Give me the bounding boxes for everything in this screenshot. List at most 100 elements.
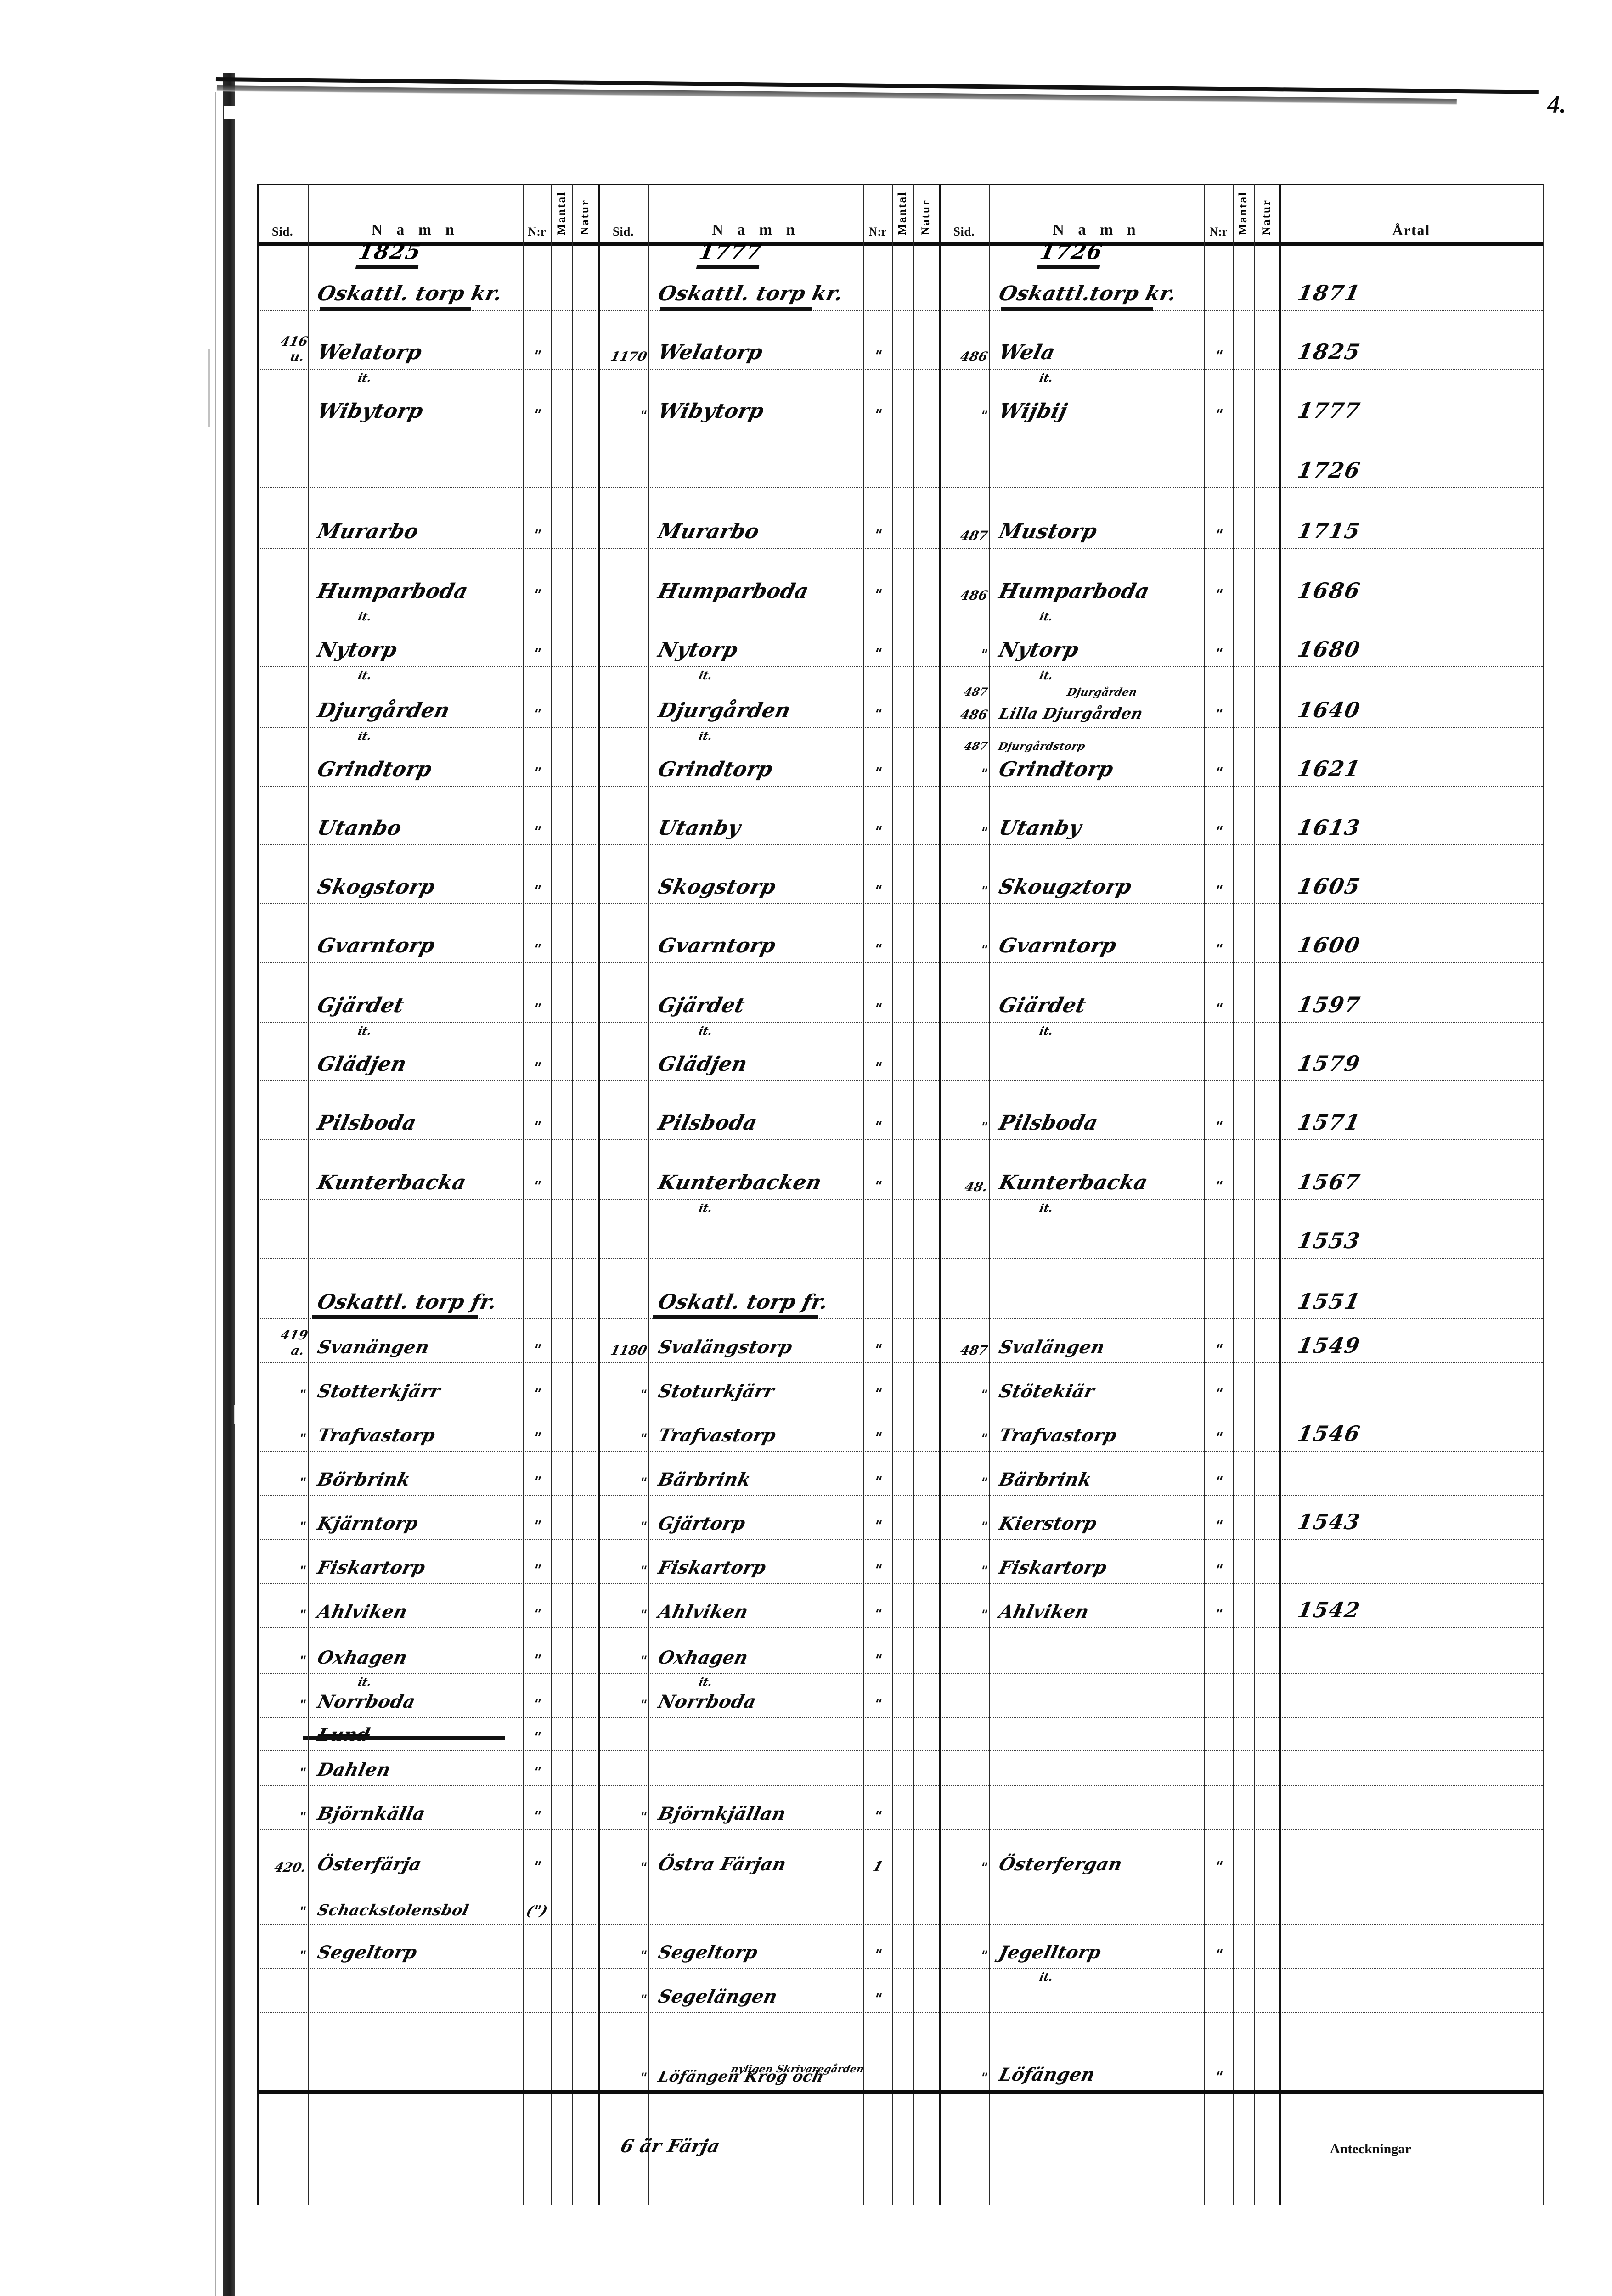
header-cell-vertical: Mantal xyxy=(892,188,913,240)
sid-cell: " xyxy=(638,1860,648,1875)
sid-cell: " xyxy=(979,2070,989,2085)
nr-cell: " xyxy=(871,1696,884,1712)
namn-cell: Ahlviken xyxy=(997,1601,1091,1622)
header-label: Natur xyxy=(919,199,932,235)
sid-cell: " xyxy=(979,1387,989,1402)
year-heading: 1825 xyxy=(355,239,424,269)
table-row: Wibytorp " " Wibytorp " " Wijbij " 1777 xyxy=(257,369,1543,428)
sid-cell: " xyxy=(297,1519,308,1534)
namn-cell: Trafvastorp xyxy=(315,1425,438,1446)
table-row: Humparboda it. " Humparboda " 486 Humparboda it… xyxy=(257,548,1543,623)
sid-cell: 487 xyxy=(958,1343,989,1358)
nr-cell: " xyxy=(530,1696,543,1712)
namn-cell: Svalängen xyxy=(997,1337,1107,1358)
artal-cell: 1549 xyxy=(1295,1333,1363,1358)
nr-cell: " xyxy=(530,1729,543,1745)
nr-cell: " xyxy=(871,646,884,662)
namn-cell: Ahlviken xyxy=(656,1601,750,1622)
header-cell-vertical: Natur xyxy=(572,188,598,240)
namn-cell: Pilsboda xyxy=(656,1111,760,1135)
namn-cell: Segeltorp xyxy=(656,1942,760,1963)
namn-cell: Grindtorp xyxy=(656,758,775,781)
table-row: " Kjärntorp " " Gjärtorp " " Kierstorp " 1543 xyxy=(257,1495,1543,1540)
namn-cell: Djurgården xyxy=(656,699,793,722)
nr-cell: " xyxy=(530,1386,543,1402)
namn-cell: Börbrink xyxy=(315,1469,413,1490)
artal-cell: 1680 xyxy=(1295,637,1363,662)
nr-cell: " xyxy=(530,1518,543,1534)
header-cell-vertical: Mantal xyxy=(1233,188,1254,240)
namn-cell: Fiskartorp xyxy=(315,1557,428,1578)
heading-underline xyxy=(320,307,471,311)
namn-cell: Nytorp xyxy=(656,638,740,662)
table-row: " Segeltorp " Segeltorp " " Jegelltorp it. " xyxy=(257,1924,1543,1983)
column-rule xyxy=(523,184,524,2205)
namn-cell: Trafvastorp xyxy=(656,1425,778,1446)
nr-cell: " xyxy=(530,407,543,423)
header-cell: N:r xyxy=(868,225,887,238)
ferry-note: 6 är Färja xyxy=(618,2136,722,2157)
nr-cell: " xyxy=(1212,1386,1225,1402)
sid-cell: 420. xyxy=(272,1860,308,1875)
sid-cell: " xyxy=(979,1860,989,1875)
nr-cell: " xyxy=(1212,587,1225,603)
artal-cell: 1551 xyxy=(1295,1289,1363,1314)
nr-cell: " xyxy=(871,1606,884,1622)
namn-cell: Wibytorp xyxy=(656,400,767,423)
nr-cell: " xyxy=(1212,1474,1225,1490)
sid-extra-top: 487 xyxy=(963,685,989,698)
sid-cell: " xyxy=(297,1387,308,1402)
artal-cell: 1871 xyxy=(1295,281,1363,305)
sid-cell: " xyxy=(979,942,989,957)
nr-cell: " xyxy=(1212,706,1225,722)
sid-cell: " xyxy=(979,1519,989,1534)
table-bottom-rule xyxy=(257,2090,1543,2094)
sid-cell: " xyxy=(979,825,989,840)
sid-cell: " xyxy=(297,1653,308,1668)
namn-cell: Humparboda xyxy=(997,580,1152,603)
nr-cell: " xyxy=(1212,1430,1225,1446)
namn-cell: Skogstorp xyxy=(656,875,778,899)
artal-cell: 1543 xyxy=(1295,1509,1363,1534)
header-cell: Sid. xyxy=(271,225,293,238)
nr-cell: " xyxy=(1212,1119,1225,1135)
table-row: Kunterbacka " Kunterbacken it. " 48. Kunterbac… xyxy=(257,1139,1543,1215)
column-rule xyxy=(989,184,990,2205)
namn-cell: Stötekiär xyxy=(997,1381,1097,1402)
sid-cell: 419 a. xyxy=(279,1328,310,1358)
table-row: Nytorp it. " Nytorp it. " " Nytorp it. " 1680 xyxy=(257,608,1543,682)
namn-cell: Pilsboda xyxy=(997,1111,1100,1135)
header-cell: N:r xyxy=(1209,225,1228,238)
sid-cell: " xyxy=(297,1809,308,1824)
namn-cell: Schackstolensbol xyxy=(316,1901,471,1919)
nr-cell: " xyxy=(1212,527,1225,543)
namn-cell: Wela xyxy=(997,341,1058,364)
column-rule xyxy=(598,184,600,2205)
nr-cell: " xyxy=(530,1001,543,1017)
nr-cell: " xyxy=(871,1562,884,1578)
namn-cell: Utanbo xyxy=(315,816,404,840)
sid-cell: 486 xyxy=(958,349,989,364)
namn-cell: Oxhagen xyxy=(656,1647,750,1668)
sid-cell: " xyxy=(979,647,989,662)
namn-cell: Kunterbacken xyxy=(656,1171,824,1194)
table-row: Glädjen " Glädjen " 1579 xyxy=(257,1022,1543,1081)
header-cell-vertical: Mantal xyxy=(551,188,572,240)
namn-cell: Utanby xyxy=(997,816,1084,840)
sid-cell: " xyxy=(638,1519,648,1534)
artal-cell: 1621 xyxy=(1295,756,1363,781)
column-rule xyxy=(1543,184,1544,2205)
nr-cell: " xyxy=(871,1386,884,1402)
table-header-row: Sid. N a m n N:r Mantal Natur Sid. N a m n N:r M… xyxy=(257,184,1543,246)
nr-cell: " xyxy=(871,824,884,840)
sid-cell: 48. xyxy=(963,1179,989,1194)
table-row: " Fiskartorp " " Fiskartorp " " Fiskartorp " xyxy=(257,1539,1543,1584)
column-rule xyxy=(551,184,552,2205)
namn-cell: Bärbrink xyxy=(997,1469,1094,1490)
nr-cell: " xyxy=(530,883,543,899)
nr-cell: 1 xyxy=(870,1859,885,1875)
namn-cell: Skougztorp xyxy=(997,875,1134,899)
page-number: 4. xyxy=(1547,90,1567,118)
nr-cell: " xyxy=(1212,1178,1225,1194)
scan-speck xyxy=(208,349,210,427)
